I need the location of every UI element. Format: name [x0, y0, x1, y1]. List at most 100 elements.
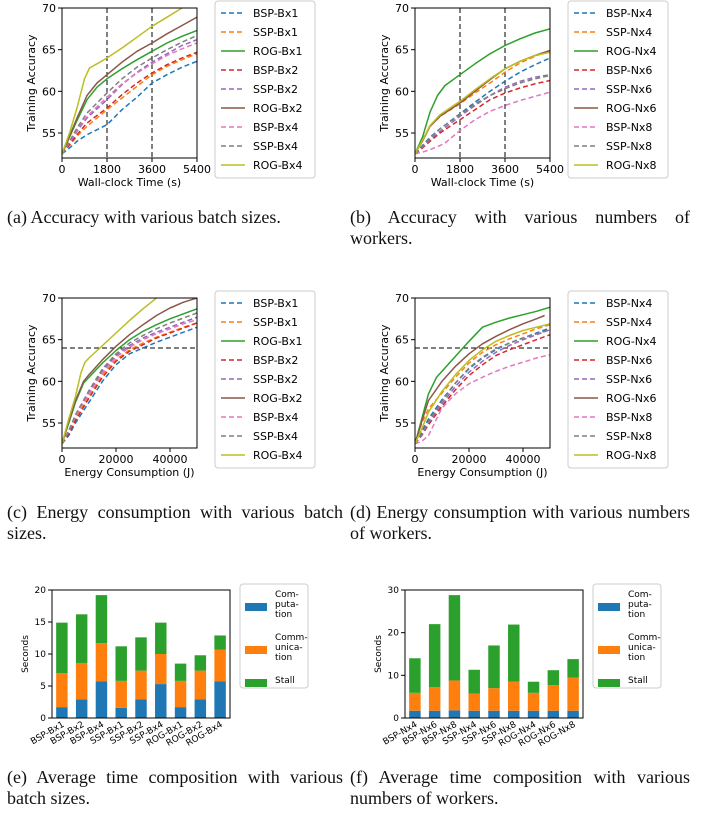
- bar-segment-Communication: [75, 662, 88, 700]
- bar-segment-Communication: [508, 681, 520, 711]
- x-tick-label: 1800: [93, 163, 121, 176]
- x-tick-label: 0: [59, 453, 66, 466]
- x-tick-label: 5400: [536, 163, 564, 176]
- legend-label: ROG-Nx6: [606, 102, 657, 115]
- bar-segment-Stall: [174, 663, 187, 681]
- series-line-BSP-Nx8: [415, 353, 550, 445]
- x-tick-label: 20000: [99, 453, 134, 466]
- legend-swatch: [245, 646, 267, 654]
- y-axis-label: Training Accuracy: [25, 324, 38, 423]
- y-tick-label: 30: [388, 586, 400, 596]
- legend-label: BSP-Bx2: [253, 354, 298, 367]
- bar-segment-Communication: [194, 670, 207, 700]
- bar-segment-Stall: [508, 624, 520, 682]
- bar-segment-Computation: [115, 707, 127, 718]
- series-line-BSP-Nx4: [415, 327, 550, 445]
- bar-segment-Computation: [135, 699, 147, 718]
- legend-label: ROG-Bx1: [253, 45, 302, 58]
- y-axis-label: Training Accuracy: [378, 34, 391, 133]
- legend-swatch: [245, 603, 267, 611]
- legend-label: BSP-Nx4: [606, 7, 652, 20]
- chart-panel-f: BSP-Nx4 BSP-Nx6 BSP-Nx8 SSP-Nx4 SSP-Nx6 SSP-N…: [353, 578, 703, 758]
- x-axis-label: Wall-clock Time (s): [431, 176, 534, 189]
- x-tick-label: 0: [59, 163, 66, 176]
- y-tick-label: 60: [42, 375, 56, 388]
- legend-label: SSP-Nx4: [606, 316, 652, 329]
- bar-segment-Communication: [547, 685, 560, 711]
- bar-segment-Computation: [547, 710, 560, 718]
- series-line-SSP-Nx6: [415, 73, 550, 155]
- bar-segment-Computation: [75, 699, 88, 718]
- legend-label: ROG-Bx1: [253, 335, 302, 348]
- y-tick-label: 70: [42, 2, 56, 15]
- y-tick-label: 55: [42, 127, 56, 140]
- y-tick-label: 65: [395, 334, 409, 347]
- legend-label: BSP-Nx8: [606, 411, 652, 424]
- chart-c: 0 20000 40000 55 60 65 70 Energy Consumption (J…: [25, 290, 316, 479]
- caption-e: (e) Average time composition with variou…: [7, 767, 343, 808]
- bar-segment-Computation: [194, 699, 207, 718]
- legend-label: tion: [275, 610, 292, 620]
- legend-label: BSP-Bx1: [253, 7, 298, 20]
- legend-label: Comm-: [628, 633, 661, 643]
- chart-d: 0 20000 40000 55 60 65 70 Energy Consumption (J…: [378, 290, 669, 479]
- series-line-ROG-Bx2: [62, 298, 197, 445]
- series-group: [415, 306, 550, 445]
- x-tick-label: 0: [412, 163, 419, 176]
- legend-label: unica-: [275, 643, 303, 653]
- bar-segment-Communication: [468, 693, 480, 711]
- legend-label: SSP-Bx1: [253, 26, 298, 39]
- legend-label: SSP-Bx4: [253, 140, 298, 153]
- series-line-ROG-Nx8: [415, 323, 550, 445]
- bar-segment-Computation: [428, 710, 441, 718]
- bar-segment-Stall: [448, 595, 461, 681]
- bar-segment-Communication: [56, 673, 68, 708]
- caption-c: (c) Energy consumption with various batc…: [7, 502, 343, 543]
- x-tick-label: 40000: [153, 453, 188, 466]
- y-tick-label: 20: [35, 586, 47, 596]
- y-tick-label: 20: [388, 629, 400, 639]
- series-line-BSP-Bx1: [62, 60, 197, 155]
- bar-segment-Stall: [115, 646, 127, 681]
- series-line-ROG-Nx8: [415, 51, 550, 155]
- series-line-SSP-Nx6: [415, 328, 550, 445]
- caption-d: (d) Energy consumption with various numb…: [350, 502, 690, 543]
- legend-label: Com-: [628, 590, 652, 600]
- legend-swatch: [598, 646, 620, 654]
- legend-label: BSP-Bx4: [253, 121, 298, 134]
- bar-segment-Communication: [174, 680, 187, 708]
- legend-label: BSP-Nx6: [606, 354, 652, 367]
- bar-segment-Communication: [428, 687, 441, 711]
- bar-segment-Stall: [547, 670, 560, 686]
- legend-label: ROG-Bx4: [253, 159, 302, 172]
- legend-label: Stall: [275, 676, 295, 686]
- legend-swatch: [598, 603, 620, 611]
- legend-swatch: [598, 679, 620, 687]
- bar-segment-Communication: [567, 677, 579, 711]
- x-tick-label: 0: [412, 453, 419, 466]
- legend-label: SSP-Nx6: [606, 373, 652, 386]
- chart-panel-a: 0 1800 3600 5400 55 60 65 70 Wall-clock Time (s)…: [0, 0, 350, 195]
- legend-label: SSP-Bx4: [253, 430, 298, 443]
- series-line-ROG-Nx4: [415, 28, 550, 155]
- y-tick-label: 65: [395, 44, 409, 57]
- bar-segment-Stall: [488, 645, 500, 689]
- bar-segment-Computation: [56, 707, 68, 718]
- chart-a: 0 1800 3600 5400 55 60 65 70 Wall-clock Time (s)…: [25, 0, 316, 189]
- bar-segment-Stall: [75, 614, 88, 663]
- series-line-SSP-Bx1: [62, 53, 197, 155]
- series-line-BSP-Bx4: [62, 42, 197, 155]
- y-tick-label: 15: [35, 618, 46, 628]
- bar-segment-Communication: [115, 680, 127, 708]
- bar-segment-Computation: [95, 681, 108, 718]
- bar-segment-Computation: [409, 710, 421, 718]
- series-line-BSP-Nx4: [415, 57, 550, 155]
- y-tick-label: 60: [42, 85, 56, 98]
- bar-segment-Computation: [214, 681, 226, 718]
- y-tick-label: 0: [40, 714, 46, 724]
- plot-frame: [414, 297, 551, 449]
- bar-segment-Stall: [409, 658, 421, 693]
- legend-label: ROG-Nx8: [606, 449, 657, 462]
- legend-box: [214, 290, 316, 469]
- legend-label: SSP-Bx2: [253, 373, 298, 386]
